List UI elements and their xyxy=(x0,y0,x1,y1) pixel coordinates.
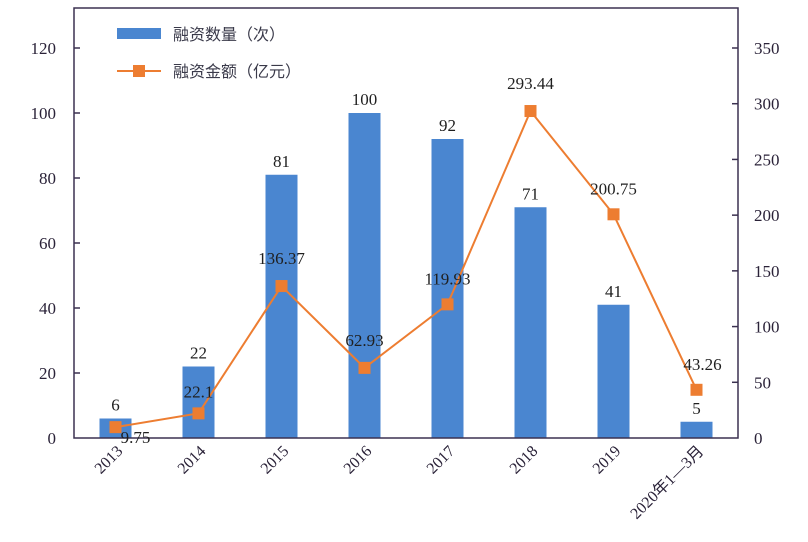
plot-frame xyxy=(73,7,739,439)
x-tick-label: 2018 xyxy=(507,443,542,478)
x-tick-label: 2013 xyxy=(92,443,127,478)
right-tick-label: 350 xyxy=(754,39,780,58)
right-y-axis: 0 50 100 150 200 250 300 350 xyxy=(732,39,780,448)
bar-value-label: 5 xyxy=(692,399,701,418)
marker-2018-icon xyxy=(524,105,537,118)
legend-line-label: 融资金额（亿元） xyxy=(173,62,301,81)
x-tick-label: 2020年1—3月 xyxy=(627,442,708,523)
legend-marker-icon xyxy=(133,65,145,77)
left-tick-label: 100 xyxy=(31,104,57,123)
left-tick-label: 60 xyxy=(39,234,56,253)
bar-value-label: 41 xyxy=(605,282,622,301)
bar-series-financing-count xyxy=(99,113,713,438)
left-tick-label: 120 xyxy=(31,39,57,58)
bar-value-label: 71 xyxy=(522,184,539,203)
bar-value-label: 6 xyxy=(111,396,120,415)
right-tick-label: 150 xyxy=(754,262,780,281)
marker-2015-icon xyxy=(275,280,288,293)
right-tick-label: 50 xyxy=(754,373,771,392)
line-value-label: 62.93 xyxy=(345,331,383,350)
bar-2018 xyxy=(514,207,547,438)
marker-2013-icon xyxy=(109,421,122,434)
x-tick-label: 2014 xyxy=(175,443,210,478)
left-tick-label: 80 xyxy=(39,169,56,188)
line-data-labels: 9.75 22.1 136.37 62.93 119.93 293.44 200.75 43.… xyxy=(121,74,722,447)
bar-2020年1—3月 xyxy=(680,421,713,438)
bar-2017 xyxy=(431,139,464,438)
right-tick-label: 200 xyxy=(754,206,780,225)
marker-2014-icon xyxy=(192,407,205,420)
bar-2014 xyxy=(182,366,215,438)
marker-2017-icon xyxy=(441,298,454,311)
x-tick-label: 2015 xyxy=(258,443,293,478)
bar-data-labels: 6 22 81 100 92 71 41 5 xyxy=(111,90,701,418)
amount-line xyxy=(115,109,698,429)
marker-2020年1—3月-icon xyxy=(690,383,703,396)
left-tick-label: 0 xyxy=(48,429,57,448)
right-tick-label: 300 xyxy=(754,95,780,114)
left-tick-label: 40 xyxy=(39,299,56,318)
x-axis: 2013 2014 2015 2016 2017 2018 2019 2020年1—3月 xyxy=(92,442,708,523)
left-y-axis: 0 20 40 60 80 100 120 xyxy=(31,39,80,448)
line-value-label: 293.44 xyxy=(507,74,554,93)
bar-value-label: 92 xyxy=(439,116,456,135)
line-value-label: 119.93 xyxy=(424,269,470,288)
legend-bar-label: 融资数量（次） xyxy=(173,25,285,44)
right-tick-label: 0 xyxy=(754,429,763,448)
line-value-label: 136.37 xyxy=(258,249,305,268)
line-value-label: 200.75 xyxy=(590,179,637,198)
marker-2019-icon xyxy=(607,208,620,221)
line-value-label: 22.1 xyxy=(184,382,214,401)
line-series-financing-amount xyxy=(109,105,703,434)
left-tick-label: 20 xyxy=(39,364,56,383)
x-tick-label: 2019 xyxy=(590,443,625,478)
right-tick-label: 250 xyxy=(754,150,780,169)
marker-2016-icon xyxy=(358,361,371,374)
bar-2019 xyxy=(597,304,630,438)
bar-2015 xyxy=(265,174,298,438)
legend-bar-swatch-icon xyxy=(117,28,161,39)
legend: 融资数量（次） 融资金额（亿元） xyxy=(117,25,301,81)
right-tick-label: 100 xyxy=(754,318,780,337)
line-value-label: 43.26 xyxy=(683,355,721,374)
x-tick-label: 2016 xyxy=(341,443,376,478)
x-tick-label: 2017 xyxy=(424,443,459,478)
line-value-label: 9.75 xyxy=(121,428,151,447)
bar-2016 xyxy=(348,113,381,438)
bar-value-label: 81 xyxy=(273,152,290,171)
bar-value-label: 22 xyxy=(190,344,207,363)
bar-value-label: 100 xyxy=(352,90,378,109)
